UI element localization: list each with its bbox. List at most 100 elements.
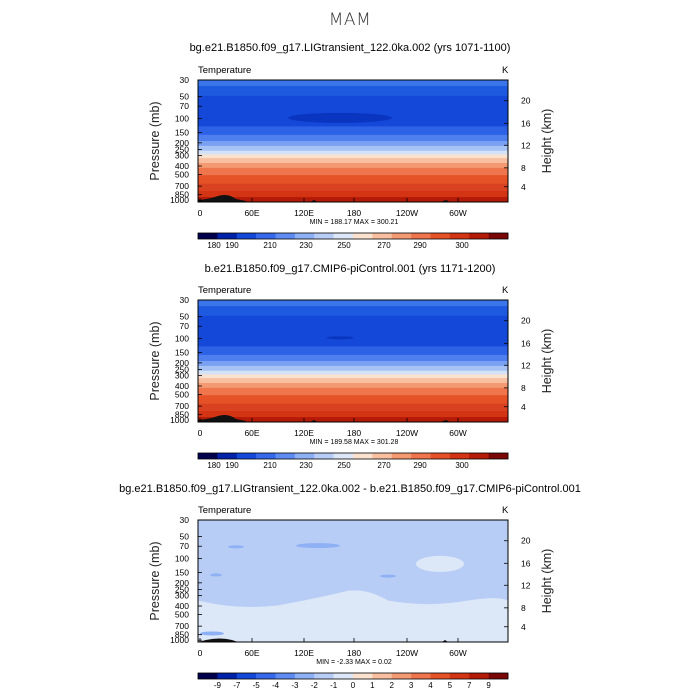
colorbar-swatch bbox=[449, 233, 470, 239]
panel-2-title: b.e21.B1850.f09_g17.CMIP6-piControl.001 … bbox=[204, 263, 496, 275]
colorbar-swatch bbox=[333, 673, 354, 679]
y-tick-right-label: 20 bbox=[521, 96, 531, 106]
y-tick-label: 400 bbox=[175, 381, 189, 391]
contour-band bbox=[198, 183, 508, 192]
contour-band bbox=[198, 167, 508, 176]
colorbar-swatch bbox=[488, 233, 509, 239]
contour-band bbox=[198, 365, 508, 372]
colorbar-swatch bbox=[275, 673, 296, 679]
page-title: MAM bbox=[328, 10, 372, 30]
contour-band bbox=[198, 145, 508, 152]
contour-band bbox=[198, 520, 508, 642]
contour-band bbox=[198, 370, 508, 375]
contour-band bbox=[198, 86, 508, 97]
topography bbox=[442, 640, 448, 642]
topography bbox=[198, 415, 246, 422]
y-tick-label: 300 bbox=[175, 371, 189, 381]
y-tick-label: 30 bbox=[180, 75, 190, 85]
x-tick-label: 180 bbox=[347, 648, 361, 658]
contour-band bbox=[198, 346, 508, 356]
cold-anomaly-contour bbox=[380, 574, 396, 578]
y-tick-label: 250 bbox=[175, 585, 189, 595]
y-tick-label: 700 bbox=[175, 181, 189, 191]
colorbar-swatch bbox=[411, 233, 431, 239]
colorbar-label: -9 bbox=[214, 681, 222, 690]
y-tick-label: 1000 bbox=[170, 195, 189, 205]
colorbar-label: -2 bbox=[311, 681, 319, 690]
colorbar-frame bbox=[197, 232, 509, 240]
y-tick-label: 150 bbox=[175, 567, 189, 577]
x-tick-label: 0 bbox=[198, 428, 203, 438]
y-tick-label: 1000 bbox=[170, 635, 189, 645]
colorbar-swatch bbox=[391, 233, 412, 239]
colorbar-swatch bbox=[333, 233, 354, 239]
colorbar-swatch bbox=[469, 453, 489, 459]
colorbar-label: 180 bbox=[207, 461, 221, 470]
units-label: K bbox=[502, 65, 509, 76]
y-tick-label: 150 bbox=[175, 347, 189, 357]
y-tick-label: 850 bbox=[175, 410, 189, 420]
y-tick-label: 200 bbox=[175, 358, 189, 368]
colorbar-label: 0 bbox=[351, 681, 356, 690]
colorbar-label: 2 bbox=[390, 681, 395, 690]
x-tick-label: 60W bbox=[449, 428, 466, 438]
topography bbox=[440, 420, 450, 422]
y-tick-label: 700 bbox=[175, 401, 189, 411]
contour-band bbox=[198, 387, 508, 396]
plot-frame bbox=[197, 299, 509, 423]
y-tick-right-label: 8 bbox=[521, 603, 526, 613]
colorbar-label: -1 bbox=[330, 681, 338, 690]
contour-band bbox=[198, 197, 508, 203]
y-tick-right-label: 4 bbox=[521, 182, 526, 192]
contour-band bbox=[198, 354, 508, 362]
topography bbox=[198, 195, 246, 202]
y-tick-label: 700 bbox=[175, 621, 189, 631]
colorbar-label: 190 bbox=[225, 241, 239, 250]
colorbar-label: 4 bbox=[428, 681, 433, 690]
contour-band bbox=[198, 126, 508, 136]
contour-band bbox=[198, 417, 508, 423]
colorbar-swatch bbox=[391, 673, 412, 679]
y-axis-label: Pressure (mb) bbox=[148, 101, 162, 180]
colorbar-swatch bbox=[353, 233, 373, 239]
contour-band bbox=[198, 134, 508, 142]
colorbar-swatch bbox=[294, 453, 315, 459]
y-tick-label: 70 bbox=[180, 321, 190, 331]
contour-band bbox=[198, 150, 508, 155]
cold-anomaly-contour bbox=[210, 573, 222, 577]
variable-label: Temperature bbox=[198, 285, 251, 296]
topography bbox=[310, 200, 318, 202]
y-tick-right-label: 8 bbox=[521, 163, 526, 173]
y-tick-label: 300 bbox=[175, 591, 189, 601]
contour-band bbox=[198, 315, 508, 347]
y-tick-label: 200 bbox=[175, 138, 189, 148]
colorbar-swatch bbox=[488, 673, 509, 679]
y-tick-label: 200 bbox=[175, 578, 189, 588]
cold-anomaly-contour bbox=[296, 543, 340, 549]
colorbar-swatch bbox=[449, 673, 470, 679]
colorbar-frame bbox=[197, 452, 509, 460]
colorbar-swatch bbox=[430, 673, 451, 679]
colorbar-swatch bbox=[217, 453, 238, 459]
y-tick-right-label: 12 bbox=[521, 360, 531, 370]
y-axis-right-label: Height (km) bbox=[540, 109, 554, 174]
colorbar-label: 230 bbox=[299, 241, 313, 250]
colorbar-swatch bbox=[236, 233, 257, 239]
colorbar-label: 190 bbox=[225, 461, 239, 470]
y-tick-label: 50 bbox=[180, 91, 190, 101]
colorbar-swatch bbox=[372, 673, 393, 679]
topography bbox=[440, 200, 450, 202]
contour-band bbox=[198, 175, 508, 185]
y-tick-label: 300 bbox=[175, 151, 189, 161]
y-tick-right-label: 20 bbox=[521, 536, 531, 546]
colorbar-label: 270 bbox=[377, 461, 391, 470]
colorbar-swatch bbox=[236, 453, 257, 459]
cold-anomaly-contour bbox=[228, 545, 244, 549]
colorbar-swatch bbox=[469, 233, 489, 239]
y-tick-label: 500 bbox=[175, 390, 189, 400]
colorbar-label: 300 bbox=[455, 461, 469, 470]
colorbar-swatch bbox=[314, 453, 334, 459]
colorbar-label: 230 bbox=[299, 461, 313, 470]
min-max-stats: MIN = 188.17 MAX = 300.21 bbox=[310, 219, 399, 226]
